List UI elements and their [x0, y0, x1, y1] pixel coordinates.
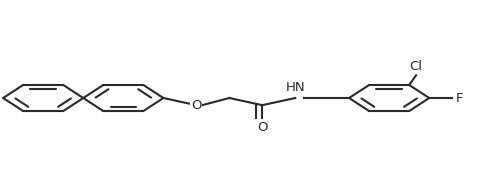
- Text: F: F: [456, 92, 464, 105]
- Text: Cl: Cl: [410, 60, 422, 73]
- Text: O: O: [257, 121, 268, 134]
- Text: HN: HN: [286, 81, 305, 94]
- Text: O: O: [191, 99, 201, 112]
